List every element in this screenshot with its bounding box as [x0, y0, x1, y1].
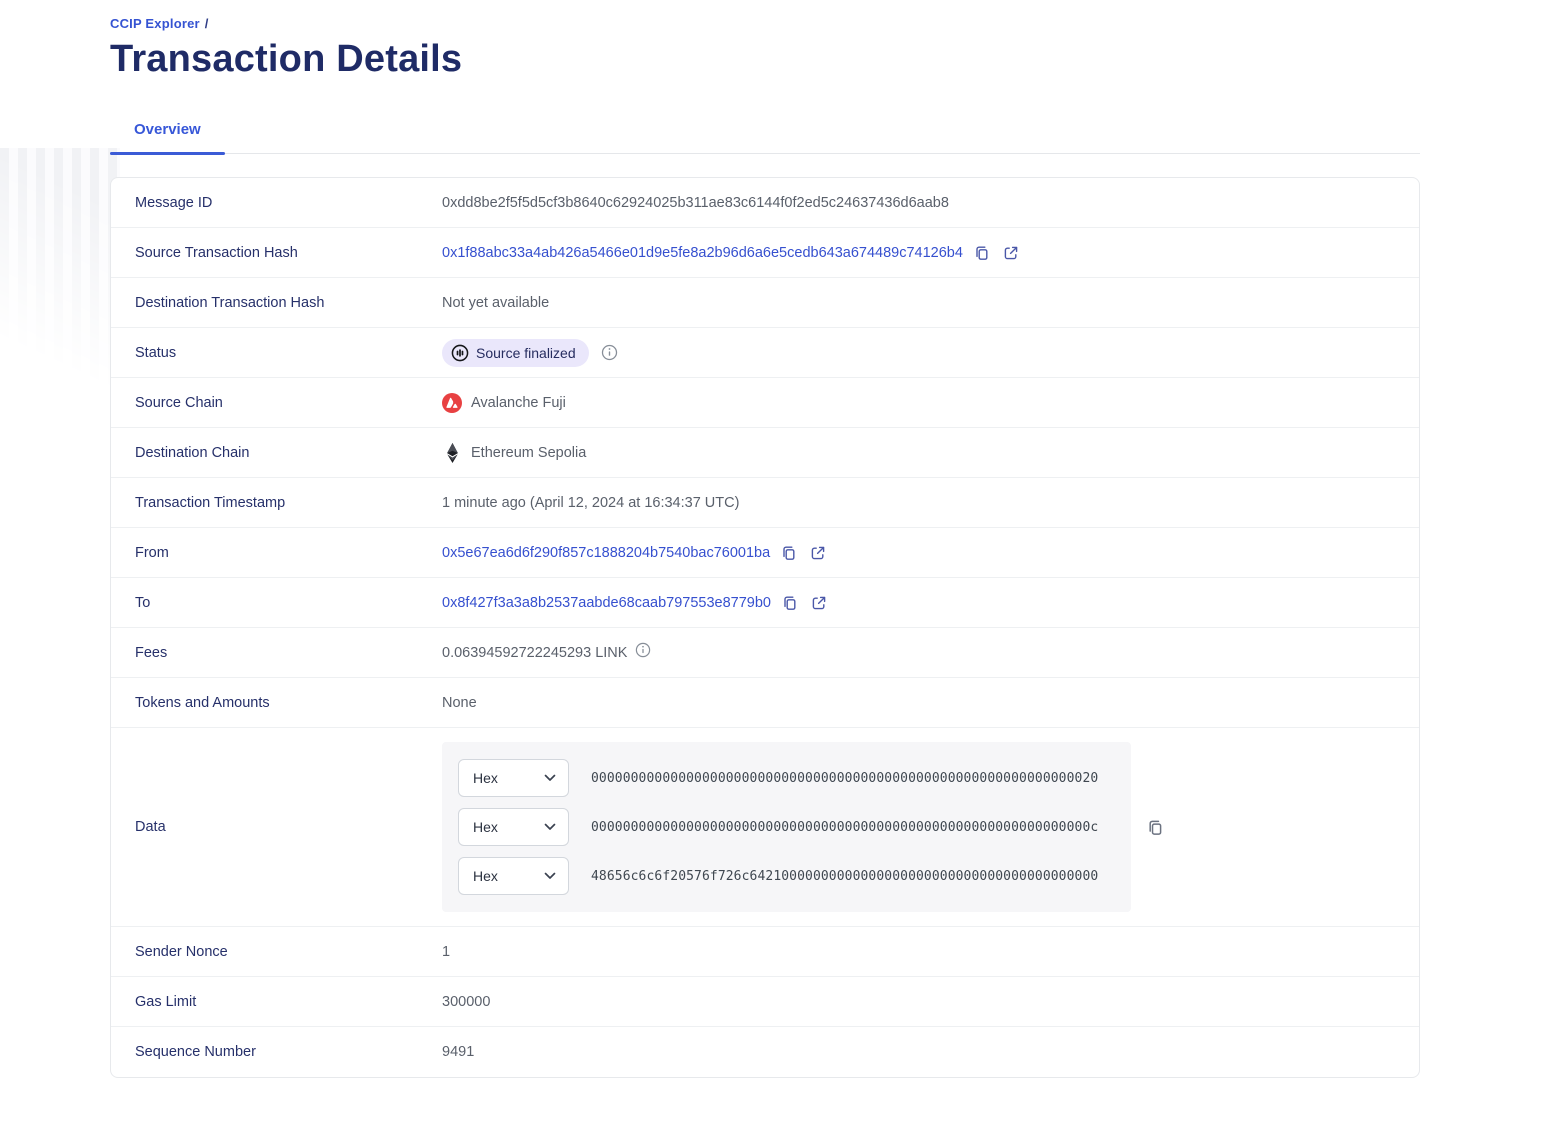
chevron-down-icon	[544, 774, 556, 782]
row-label: Gas Limit	[135, 993, 197, 1010]
row-sender-nonce: Sender Nonce 1	[111, 927, 1419, 977]
dest-chain-value: Ethereum Sepolia	[471, 444, 587, 461]
copy-icon[interactable]	[1145, 817, 1165, 837]
background-decoration	[0, 148, 120, 493]
external-link-icon[interactable]	[808, 543, 828, 563]
hex-encoding-select-value: Hex	[473, 868, 498, 884]
data-hex-box: Hex 000000000000000000000000000000000000…	[442, 742, 1131, 912]
row-label: Status	[135, 344, 177, 361]
row-label: Destination Chain	[135, 444, 250, 461]
avalanche-logo-icon	[442, 392, 462, 413]
row-label: To	[135, 594, 151, 611]
breadcrumb: CCIP Explorer /	[110, 16, 1420, 31]
row-timestamp: Transaction Timestamp 1 minute ago (Apri…	[111, 478, 1419, 528]
row-status: Status Source finalized	[111, 328, 1419, 378]
row-tokens-and-amounts: Tokens and Amounts None	[111, 678, 1419, 728]
row-label: Destination Transaction Hash	[135, 294, 325, 311]
status-badge: Source finalized	[442, 338, 589, 367]
row-label: From	[135, 544, 169, 561]
gas-limit-value: 300000	[442, 993, 491, 1010]
chevron-down-icon	[544, 823, 556, 831]
transaction-details-card: Message ID 0xdd8be2f5f5d5cf3b8640c629240…	[110, 177, 1420, 1078]
copy-icon[interactable]	[779, 543, 799, 563]
breadcrumb-link-ccip-explorer[interactable]: CCIP Explorer	[110, 16, 200, 31]
row-label: Transaction Timestamp	[135, 494, 286, 511]
dest-tx-hash-value: Not yet available	[442, 294, 550, 311]
row-source-chain: Source Chain Avalanche Fuji	[111, 378, 1419, 428]
message-id-value: 0xdd8be2f5f5d5cf3b8640c62924025b311ae83c…	[442, 194, 949, 211]
from-address-link[interactable]: 0x5e67ea6d6f290f857c1888204b7540bac76001…	[442, 544, 771, 561]
row-sequence-number: Sequence Number 9491	[111, 1027, 1419, 1077]
source-tx-hash-link[interactable]: 0x1f88abc33a4ab426a5466e01d9e5fe8a2b96d6…	[442, 244, 963, 261]
source-chain-value: Avalanche Fuji	[471, 394, 566, 411]
tokens-and-amounts-value: None	[442, 694, 477, 711]
copy-icon[interactable]	[972, 243, 992, 263]
row-from: From 0x5e67ea6d6f290f857c1888204b7540bac…	[111, 528, 1419, 578]
chevron-down-icon	[544, 872, 556, 880]
sender-nonce-value: 1	[442, 943, 451, 960]
info-icon[interactable]	[635, 642, 652, 659]
hex-encoding-select[interactable]: Hex	[458, 808, 569, 846]
copy-icon[interactable]	[780, 593, 800, 613]
data-hex-line: 0000000000000000000000000000000000000000…	[591, 819, 1099, 835]
data-hex-line: 48656c6c6f20576f726c64210000000000000000…	[591, 868, 1099, 884]
hex-encoding-select[interactable]: Hex	[458, 759, 569, 797]
data-line: Hex 000000000000000000000000000000000000…	[458, 808, 1115, 846]
external-link-icon[interactable]	[809, 593, 829, 613]
timestamp-value: 1 minute ago (April 12, 2024 at 16:34:37…	[442, 494, 740, 511]
breadcrumb-separator: /	[204, 16, 209, 31]
info-icon[interactable]	[601, 344, 618, 361]
tab-bar: Overview	[110, 121, 1420, 155]
page-title: Transaction Details	[110, 38, 463, 80]
row-to: To 0x8f427f3a3a8b2537aabde68caab797553e8…	[111, 578, 1419, 628]
row-source-tx-hash: Source Transaction Hash 0x1f88abc33a4ab4…	[111, 228, 1419, 278]
row-dest-chain: Destination Chain Ethereum Sepolia	[111, 428, 1419, 478]
hex-encoding-select[interactable]: Hex	[458, 857, 569, 895]
row-label: Source Chain	[135, 394, 223, 411]
row-label: Source Transaction Hash	[135, 244, 298, 261]
tab-overview[interactable]: Overview	[110, 121, 225, 155]
row-gas-limit: Gas Limit 300000	[111, 977, 1419, 1027]
status-progress-icon	[451, 344, 469, 362]
fees-value: 0.06394592722245293 LINK	[442, 644, 628, 661]
row-fees: Fees 0.06394592722245293 LINK	[111, 628, 1419, 678]
row-label: Data	[135, 819, 166, 835]
status-badge-label: Source finalized	[476, 344, 576, 361]
row-label: Message ID	[135, 194, 213, 211]
row-message-id: Message ID 0xdd8be2f5f5d5cf3b8640c629240…	[111, 178, 1419, 228]
to-address-link[interactable]: 0x8f427f3a3a8b2537aabde68caab797553e8779…	[442, 594, 771, 611]
ethereum-logo-icon	[442, 442, 462, 463]
transaction-details-page: CCIP Explorer / Transaction Details Overv…	[110, 16, 1420, 1078]
hex-encoding-select-value: Hex	[473, 770, 498, 786]
row-label: Sender Nonce	[135, 943, 228, 960]
data-hex-line: 0000000000000000000000000000000000000000…	[591, 770, 1099, 786]
external-link-icon[interactable]	[1001, 243, 1021, 263]
data-line: Hex 000000000000000000000000000000000000…	[458, 759, 1115, 797]
row-label: Sequence Number	[135, 1044, 256, 1060]
data-line: Hex 48656c6c6f20576f726c6421000000000000…	[458, 857, 1115, 895]
row-label: Tokens and Amounts	[135, 694, 270, 711]
row-label: Fees	[135, 644, 168, 661]
row-data: Data Hex 0000000000000000000000000000000…	[111, 728, 1419, 927]
sequence-number-value: 9491	[442, 1044, 475, 1060]
hex-encoding-select-value: Hex	[473, 819, 498, 835]
row-dest-tx-hash: Destination Transaction Hash Not yet ava…	[111, 278, 1419, 328]
